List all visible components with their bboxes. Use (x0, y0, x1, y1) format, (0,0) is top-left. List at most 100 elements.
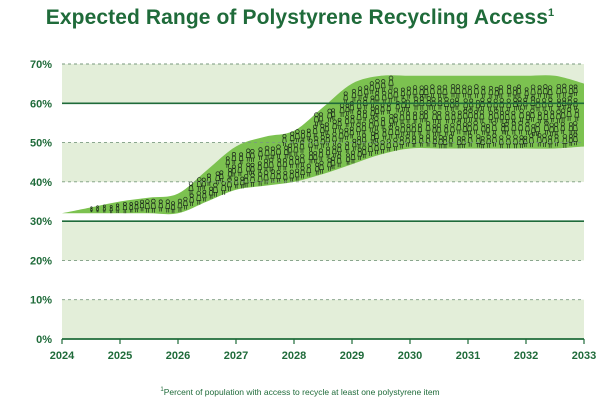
person-head (562, 97, 567, 102)
person-body (516, 88, 522, 94)
person-head (493, 98, 498, 103)
person-body (419, 138, 424, 144)
person-figure (277, 158, 282, 170)
person-head (357, 135, 362, 140)
person-body (325, 137, 331, 143)
person-figure (480, 97, 485, 111)
person-figure (432, 123, 437, 136)
person-figure (374, 78, 381, 93)
person-body (289, 173, 295, 179)
person-figure (231, 164, 237, 177)
person-head (289, 169, 294, 174)
person-legs (209, 194, 213, 199)
person-legs (420, 105, 424, 110)
person-legs (307, 172, 311, 177)
person-legs (364, 93, 368, 98)
person-legs (284, 154, 288, 159)
person-figure (556, 83, 562, 98)
person-figure (293, 142, 299, 157)
person-body (362, 100, 368, 106)
person-legs (239, 160, 243, 165)
person-body (332, 135, 337, 142)
person-figure (350, 150, 356, 164)
person-body (572, 125, 578, 131)
person-legs (463, 131, 467, 136)
person-head (519, 135, 524, 140)
person-head (246, 162, 251, 167)
person-head (524, 87, 529, 92)
person-head (318, 148, 323, 153)
person-figure (299, 153, 305, 167)
person-head (314, 112, 319, 117)
person-body (293, 146, 299, 153)
person-legs (333, 128, 337, 133)
person-head (382, 128, 387, 133)
person-legs (394, 121, 397, 126)
person-body (331, 111, 336, 117)
person-body (411, 139, 417, 144)
person-legs (307, 136, 310, 141)
person-body (537, 115, 542, 120)
person-body (388, 118, 394, 124)
person-figure (319, 160, 324, 174)
person-legs (574, 92, 577, 96)
person-head (426, 134, 431, 139)
person-legs (512, 119, 515, 123)
person-head (530, 96, 536, 101)
person-body (462, 113, 468, 119)
person-head (257, 171, 263, 177)
person-head (542, 98, 547, 103)
person-legs (526, 130, 529, 135)
person-figure (324, 122, 330, 135)
person-legs (480, 119, 484, 124)
person-figure (549, 122, 555, 137)
person-head (432, 135, 437, 140)
person-head (196, 190, 202, 196)
person-head (183, 196, 188, 202)
person-head (306, 163, 311, 168)
person-legs (513, 106, 517, 111)
person-head (362, 133, 367, 138)
person-legs (507, 107, 511, 112)
person-head (513, 134, 518, 140)
person-body (320, 127, 325, 133)
person-head (393, 113, 398, 118)
person-head (395, 125, 400, 131)
person-figure (543, 110, 549, 124)
person-figure (529, 108, 535, 122)
person-body (547, 139, 553, 145)
person-legs (505, 130, 508, 135)
y-tick-label: 40% (30, 177, 52, 189)
person-legs (190, 202, 193, 207)
person-figure (574, 108, 580, 122)
person-body (425, 125, 431, 131)
person-head (430, 84, 435, 89)
person-head (332, 145, 337, 150)
person-head (109, 205, 113, 208)
person-figure (337, 143, 342, 156)
person-figure (288, 155, 294, 169)
person-legs (374, 125, 378, 131)
person-figure (442, 84, 448, 99)
person-body (530, 100, 536, 106)
person-legs (197, 186, 201, 191)
person-head (417, 123, 422, 128)
person-body (338, 132, 344, 139)
footnote-marker: 1 (160, 387, 164, 394)
person-head (361, 121, 366, 126)
person-legs (542, 106, 546, 111)
person-figure (530, 96, 536, 110)
person-figure (202, 189, 207, 202)
person-legs (375, 138, 378, 143)
person-legs (228, 186, 231, 192)
person-body (238, 156, 244, 161)
person-legs (563, 143, 567, 148)
person-figure (345, 103, 350, 116)
person-figure (243, 173, 249, 188)
person-head (406, 86, 411, 91)
person-head (523, 97, 528, 102)
person-body (277, 161, 282, 167)
person-figure (221, 181, 227, 195)
person-figure (505, 134, 511, 149)
person-legs (309, 147, 312, 152)
